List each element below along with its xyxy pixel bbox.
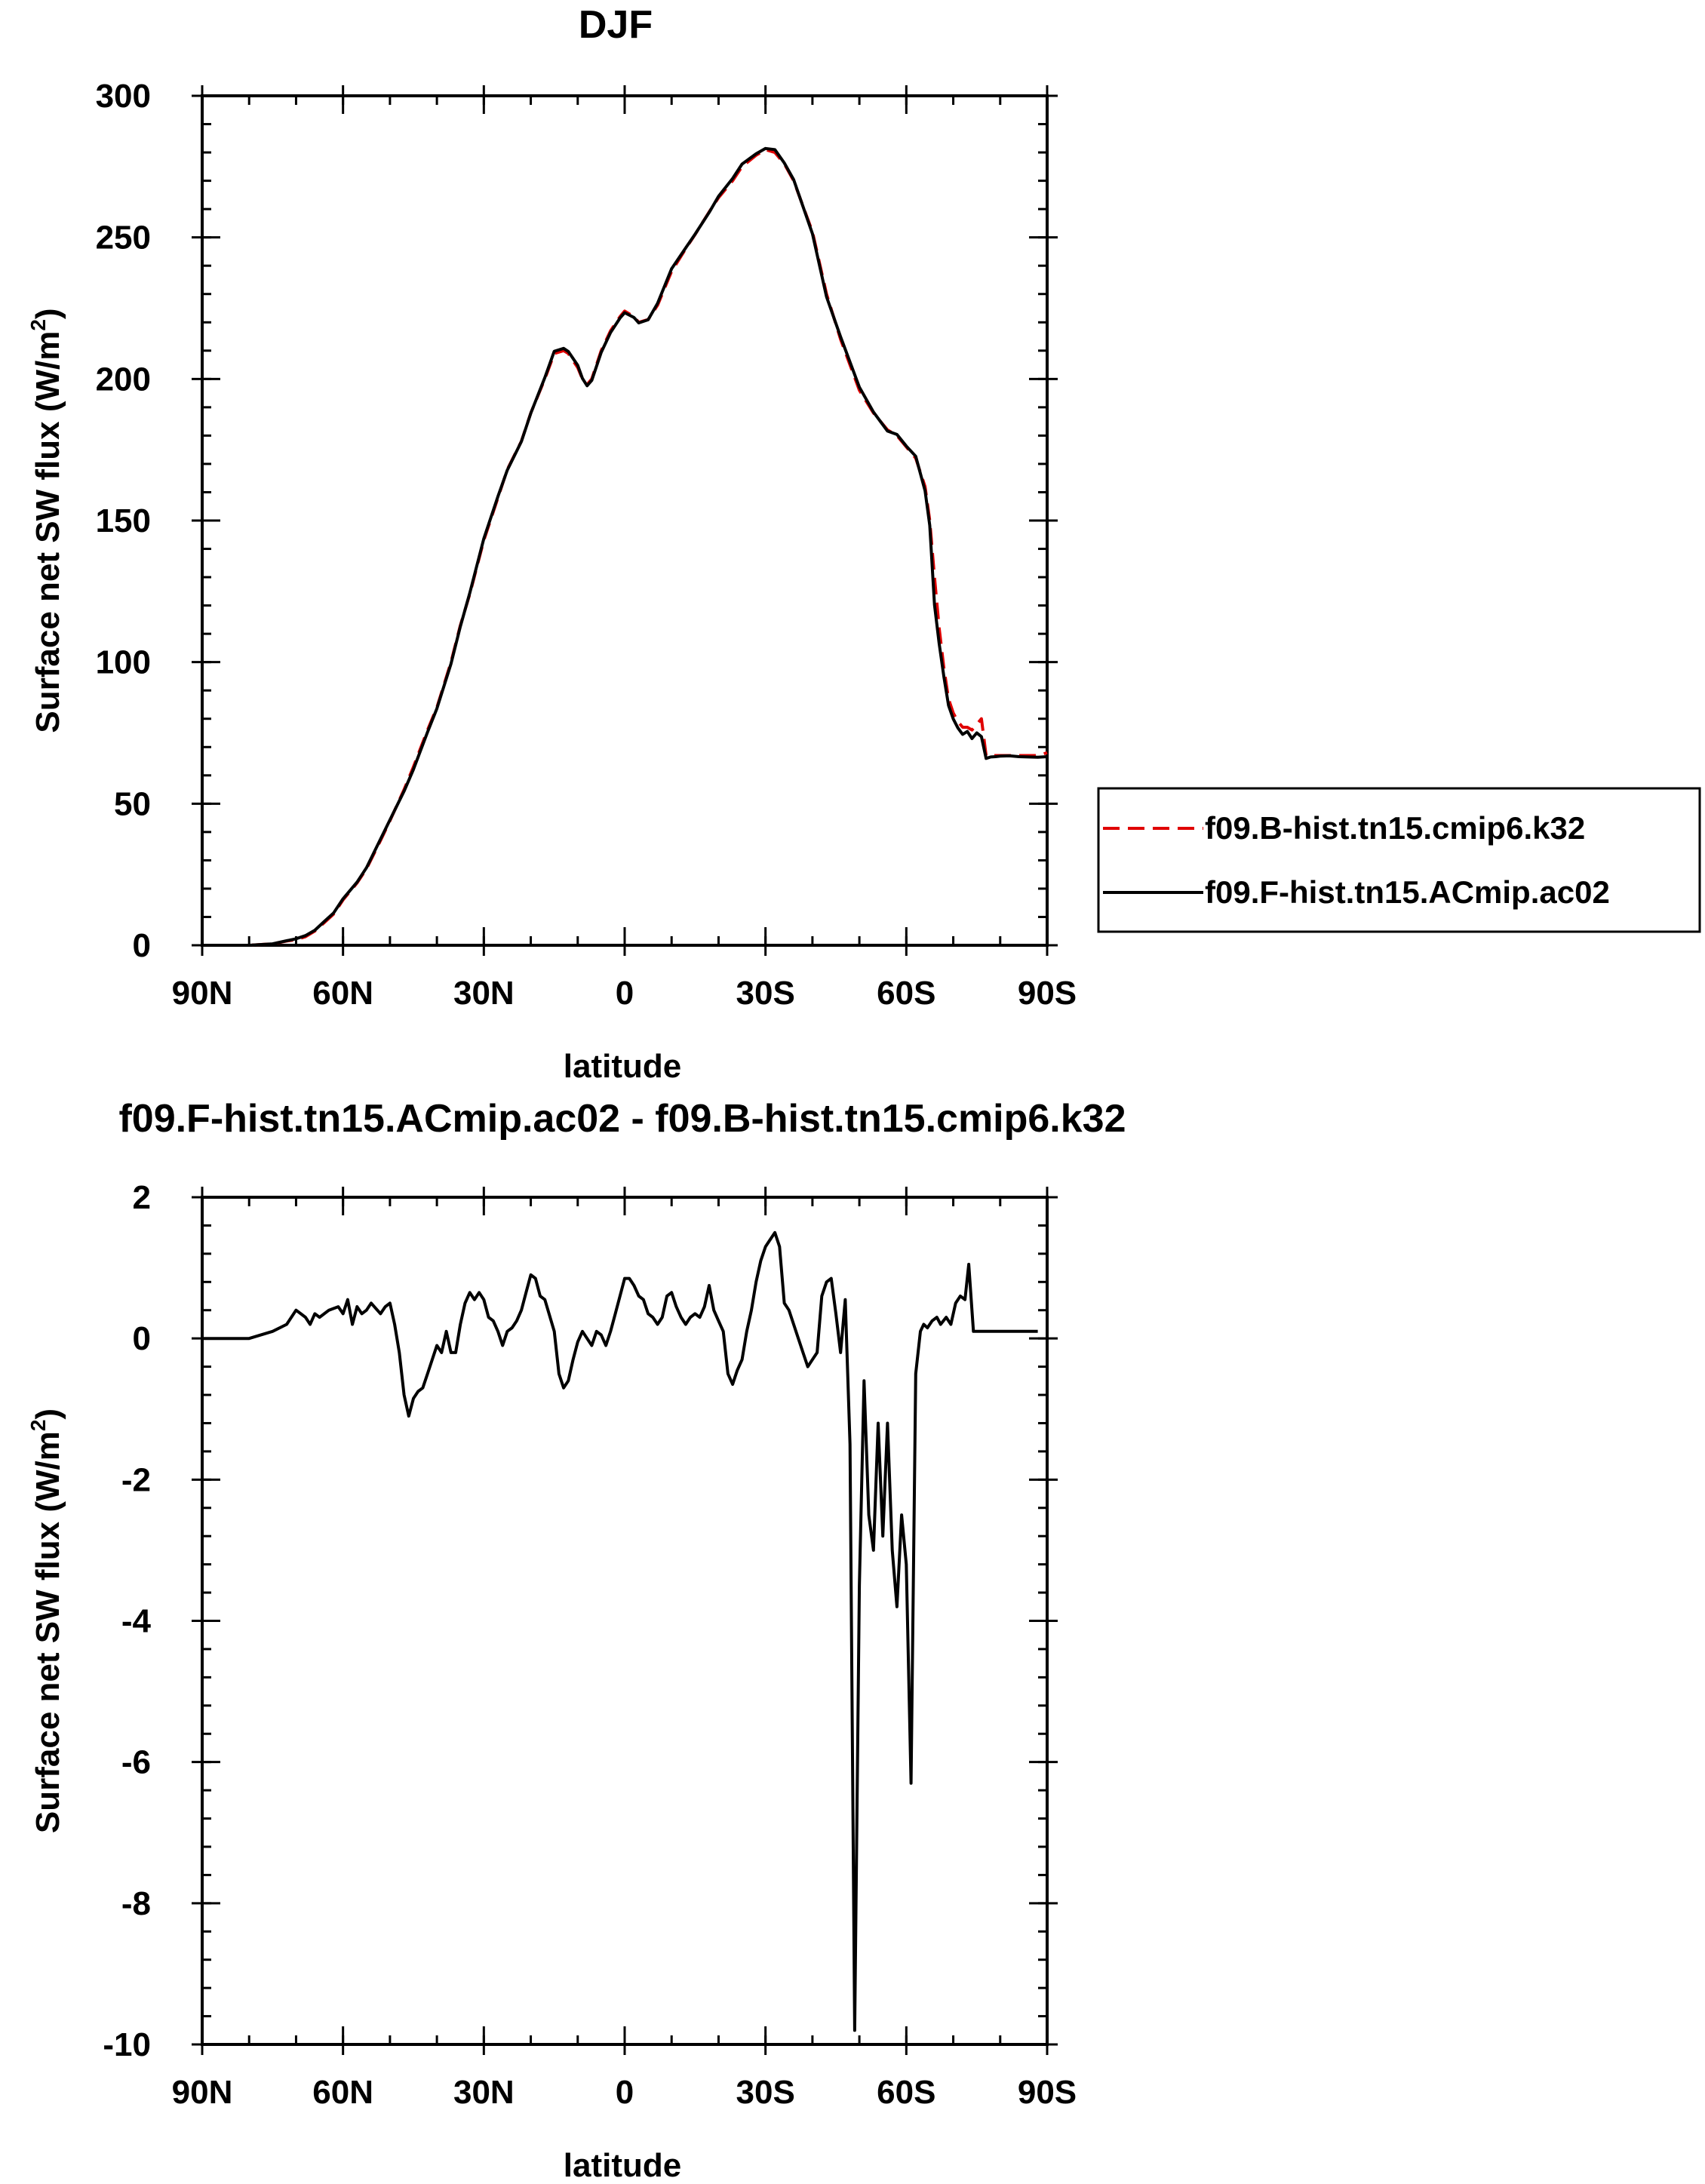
x-axis-title-bottom: latitude (564, 2147, 681, 2184)
y-axis-title-close: ) (29, 1408, 66, 1420)
y-axis-title-superscript: 2 (26, 319, 50, 331)
x-tick-label: 90N (172, 975, 233, 1012)
y-axis-title-text: Surface net SW flux (W/m2) (26, 308, 66, 733)
y-tick-label: -8 (121, 1885, 151, 1922)
x-tick-label: 60S (877, 2074, 935, 2111)
plot-frame (201, 94, 1049, 947)
y-axis-title-bottom: Surface net SW flux (W/m2) (26, 1408, 66, 1833)
x-tick-label: 30N (453, 975, 515, 1012)
y-axis-title-top: Surface net SW flux (W/m2) (26, 308, 66, 733)
x-tick-label: 30N (453, 2074, 515, 2111)
x-tick-label: 0 (616, 975, 634, 1012)
x-tick-label: 60N (312, 975, 373, 1012)
y-tick-label: -2 (121, 1461, 151, 1498)
x-tick-label: 60S (877, 975, 935, 1012)
x-tick-label: 30S (736, 2074, 795, 2111)
y-tick-label: 100 (96, 644, 151, 681)
y-tick-label: -6 (121, 1744, 151, 1781)
chart-title-bottom: f09.F-hist.tn15.ACmip.ac02 - f09.B-hist.… (118, 1097, 1126, 1141)
y-tick-label: 250 (96, 220, 151, 256)
y-axis-title-main: Surface net SW flux (W/m (29, 1431, 66, 1833)
bottom-chart: f09.F-hist.tn15.ACmip.ac02 - f09.B-hist.… (26, 1097, 1126, 2184)
y-axis-title-close: ) (29, 308, 66, 319)
y-tick-label: -4 (121, 1603, 152, 1640)
legend: f09.B-hist.tn15.cmip6.k32 f09.F-hist.tn1… (1097, 787, 1701, 933)
y-tick-label: 50 (114, 785, 151, 822)
y-tick-label: 0 (133, 1320, 151, 1357)
x-tick-label: 90N (172, 2074, 233, 2111)
series-line-f09.B-hist.tn15.cmip6.k32 (202, 148, 1048, 947)
plot-frame (201, 1196, 1049, 2046)
chart-title-top: DJF (579, 3, 653, 47)
y-axis-title-superscript: 2 (26, 1420, 50, 1432)
y-tick-label: 2 (133, 1179, 151, 1216)
x-tick-label: 90S (1018, 2074, 1077, 2111)
x-tick-label: 90S (1018, 975, 1077, 1012)
series-line-difference (202, 1230, 1038, 2032)
y-tick-label: 200 (96, 361, 151, 398)
x-axis-title-top: latitude (564, 1048, 681, 1085)
legend-entry-2: f09.F-hist.tn15.ACmip.ac02 (1205, 874, 1610, 910)
x-tick-label: 0 (616, 2074, 634, 2111)
y-tick-label: 0 (133, 927, 151, 964)
series-line-f09.F-hist.tn15.ACmip.ac02 (202, 146, 1048, 947)
y-tick-label: 300 (96, 78, 151, 115)
y-tick-label: -10 (103, 2026, 151, 2063)
x-tick-label: 60N (312, 2074, 373, 2111)
y-tick-label: 150 (96, 502, 151, 539)
y-axis-title-text: Surface net SW flux (W/m2) (26, 1408, 66, 1833)
legend-entry-1: f09.B-hist.tn15.cmip6.k32 (1205, 810, 1585, 846)
legend-box (1097, 787, 1701, 933)
y-axis-title-main: Surface net SW flux (W/m (29, 331, 66, 733)
x-tick-label: 30S (736, 975, 795, 1012)
top-chart: DJF Surface net SW flux (W/m2) latitude … (26, 3, 1077, 1085)
